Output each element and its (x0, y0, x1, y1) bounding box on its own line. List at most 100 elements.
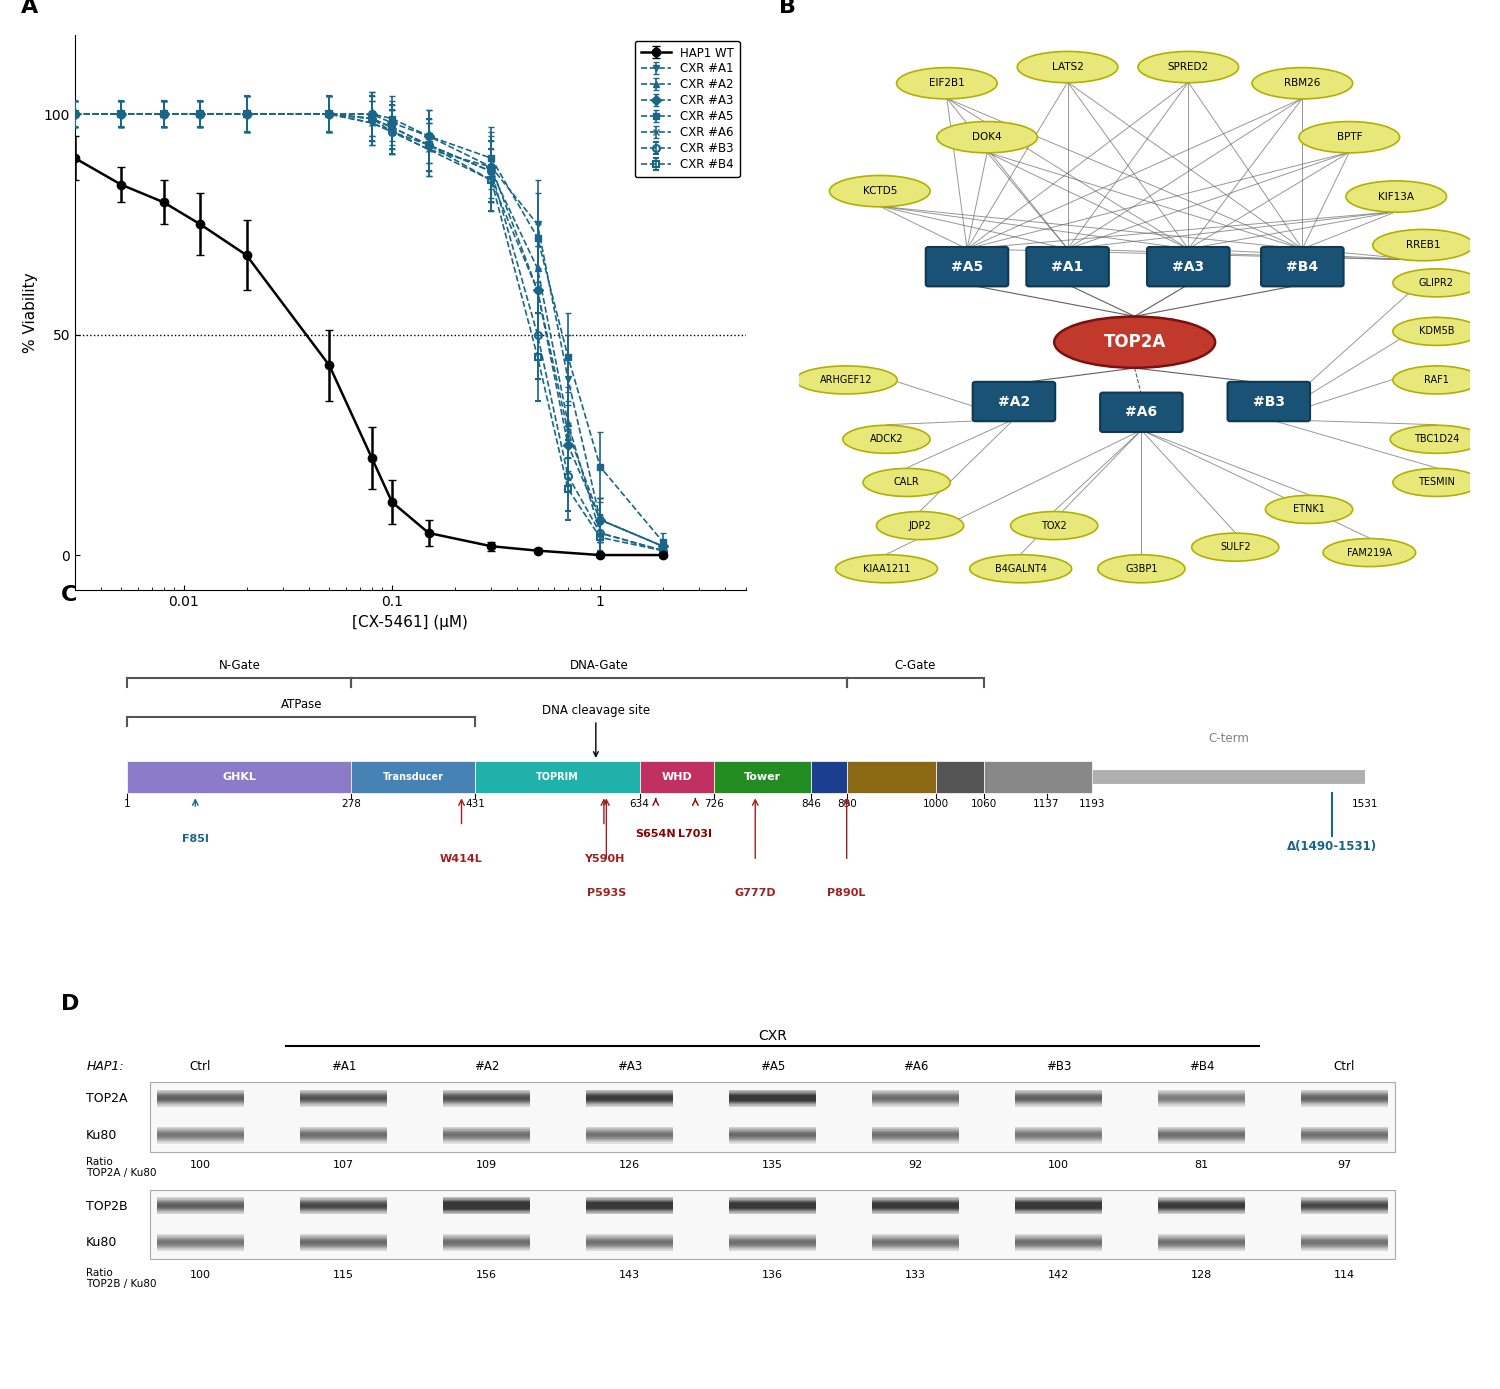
Text: ATPase: ATPase (280, 699, 322, 711)
Bar (936, 761, 984, 793)
Text: #A2: #A2 (474, 1060, 500, 1072)
Text: B: B (778, 0, 796, 17)
Text: 126: 126 (620, 1160, 640, 1170)
Ellipse shape (1390, 425, 1482, 453)
Text: DNA-Gate: DNA-Gate (570, 658, 628, 672)
Ellipse shape (876, 511, 963, 539)
Text: Ratio
TOP2A / Ku80: Ratio TOP2A / Ku80 (86, 1157, 156, 1178)
Bar (846, 761, 936, 793)
Text: DNA cleavage site: DNA cleavage site (542, 704, 650, 757)
Text: 115: 115 (333, 1270, 354, 1281)
Text: CXR: CXR (758, 1029, 788, 1043)
Text: TOP2B: TOP2B (86, 1200, 128, 1213)
FancyBboxPatch shape (972, 382, 1054, 421)
Text: Ctrl: Ctrl (1334, 1060, 1354, 1072)
Bar (812, 761, 846, 793)
Text: 846: 846 (801, 799, 820, 808)
Text: G3BP1: G3BP1 (1125, 564, 1158, 574)
Bar (476, 761, 639, 793)
Text: 1531: 1531 (1352, 799, 1378, 808)
Text: #B3: #B3 (1046, 1060, 1071, 1072)
Text: DOK4: DOK4 (972, 132, 1002, 142)
Text: TOP2A: TOP2A (86, 1092, 128, 1106)
Text: TOP2A: TOP2A (1104, 333, 1166, 351)
Text: FAM219A: FAM219A (1347, 547, 1392, 557)
Text: KIAA1211: KIAA1211 (862, 564, 910, 574)
Y-axis label: % Viability: % Viability (22, 272, 38, 353)
Text: HAP1:: HAP1: (86, 1060, 124, 1072)
Text: Tower: Tower (744, 772, 782, 782)
Text: #A5: #A5 (951, 260, 982, 274)
Text: 97: 97 (1338, 1160, 1352, 1170)
Text: C: C (62, 585, 78, 604)
Bar (714, 761, 812, 793)
Text: Ratio
TOP2B / Ku80: Ratio TOP2B / Ku80 (86, 1268, 156, 1289)
Ellipse shape (1394, 317, 1480, 346)
Text: 634: 634 (630, 799, 650, 808)
Ellipse shape (1394, 269, 1480, 297)
Bar (150, 1082, 1395, 1151)
Text: SULF2: SULF2 (1220, 542, 1251, 553)
Legend: HAP1 WT, CXR #A1, CXR #A2, CXR #A3, CXR #A5, CXR #A6, CXR #B3, CXR #B4: HAP1 WT, CXR #A1, CXR #A2, CXR #A3, CXR … (634, 40, 740, 176)
Text: 100: 100 (190, 1160, 211, 1170)
FancyBboxPatch shape (1148, 247, 1230, 286)
Text: 156: 156 (476, 1270, 496, 1281)
Ellipse shape (836, 554, 938, 583)
Text: C-term: C-term (1208, 732, 1249, 745)
Text: #A3: #A3 (1173, 260, 1204, 274)
Text: P593S: P593S (586, 889, 626, 899)
Text: RBM26: RBM26 (1284, 78, 1320, 89)
Text: S654N: S654N (636, 829, 676, 839)
Ellipse shape (1346, 181, 1446, 213)
Ellipse shape (938, 122, 1038, 153)
Text: 278: 278 (342, 799, 362, 808)
Text: 1137: 1137 (1034, 799, 1060, 808)
Text: 114: 114 (1334, 1270, 1354, 1281)
Text: CALR: CALR (894, 478, 920, 488)
FancyBboxPatch shape (1227, 382, 1310, 421)
Text: EIF2B1: EIF2B1 (928, 78, 964, 89)
Text: 1000: 1000 (922, 799, 950, 808)
Text: #B3: #B3 (1252, 394, 1286, 408)
Text: 135: 135 (762, 1160, 783, 1170)
Text: A: A (21, 0, 39, 17)
Text: #A3: #A3 (616, 1060, 642, 1072)
Text: JDP2: JDP2 (909, 521, 932, 531)
FancyBboxPatch shape (926, 247, 1008, 286)
Bar (639, 761, 714, 793)
Text: RAF1: RAF1 (1424, 375, 1449, 385)
Text: Y590H: Y590H (584, 854, 624, 864)
Text: #A6: #A6 (1125, 406, 1158, 419)
Text: LATS2: LATS2 (1052, 63, 1083, 72)
Text: #A6: #A6 (903, 1060, 928, 1072)
Text: BPTF: BPTF (1336, 132, 1362, 142)
Ellipse shape (969, 554, 1071, 583)
Text: 890: 890 (837, 799, 856, 808)
Ellipse shape (1138, 51, 1239, 83)
Text: G777D: G777D (735, 889, 776, 899)
Text: 431: 431 (465, 799, 484, 808)
Ellipse shape (1252, 68, 1353, 99)
Text: W414L: W414L (440, 854, 483, 864)
FancyBboxPatch shape (1026, 247, 1108, 286)
Text: 133: 133 (904, 1270, 926, 1281)
Text: Δ(1490-1531): Δ(1490-1531) (1287, 840, 1377, 853)
Text: 142: 142 (1048, 1270, 1070, 1281)
Text: ADCK2: ADCK2 (870, 435, 903, 444)
Text: B4GALNT4: B4GALNT4 (994, 564, 1047, 574)
Text: 136: 136 (762, 1270, 783, 1281)
Text: F85I: F85I (182, 833, 209, 845)
Text: 1: 1 (124, 799, 130, 808)
Text: RREB1: RREB1 (1406, 240, 1440, 250)
Ellipse shape (1394, 365, 1480, 394)
Text: KDM5B: KDM5B (1419, 326, 1454, 336)
Bar (351, 761, 476, 793)
Text: #A5: #A5 (760, 1060, 784, 1072)
Text: 1060: 1060 (970, 799, 998, 808)
Ellipse shape (1098, 554, 1185, 583)
Ellipse shape (830, 175, 930, 207)
Text: 143: 143 (620, 1270, 640, 1281)
Text: L703I: L703I (678, 829, 712, 839)
Text: 92: 92 (909, 1160, 922, 1170)
Ellipse shape (843, 425, 930, 453)
